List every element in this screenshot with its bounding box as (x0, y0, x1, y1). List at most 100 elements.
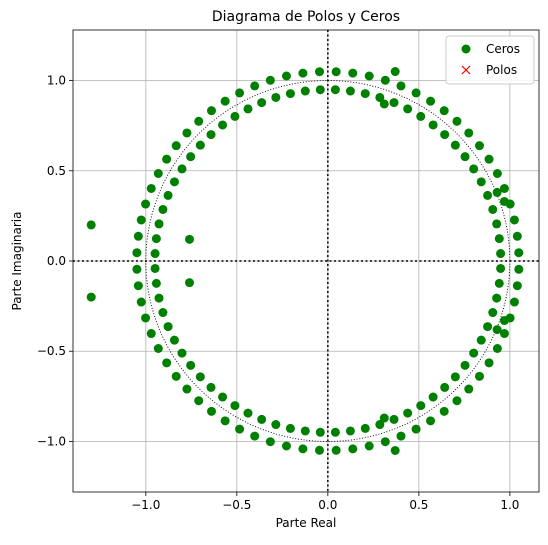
zero-point (469, 164, 479, 174)
zero-point (403, 408, 413, 418)
zero-point (220, 96, 230, 106)
zero-point (476, 335, 486, 345)
zero-point (132, 264, 142, 274)
zero-point (235, 88, 245, 98)
zero-point (243, 408, 253, 418)
zero-point (345, 426, 355, 436)
zero-axis-lines (73, 30, 539, 492)
zero-point (195, 372, 205, 382)
zero-point (512, 281, 522, 291)
zero-point (220, 416, 230, 426)
y-tick-label: 1.0 (47, 74, 66, 88)
zero-point (492, 343, 502, 353)
zero-point (271, 92, 281, 102)
zero-point (133, 281, 143, 291)
zero-point (403, 104, 413, 114)
zero-point (380, 437, 390, 447)
legend-pole-stroke (461, 65, 471, 75)
zero-point (151, 234, 161, 244)
zero-point (509, 297, 519, 307)
zero-point (450, 140, 460, 150)
zero-point (460, 360, 470, 370)
zero-point (141, 199, 151, 209)
zero-point (499, 316, 509, 326)
zero-point (360, 423, 370, 433)
zero-point (281, 441, 291, 451)
zero-point (426, 416, 436, 426)
zero-point (169, 177, 179, 187)
zero-point (315, 85, 325, 95)
zero-point (428, 120, 438, 130)
zero-point (439, 406, 449, 416)
zero-point (345, 86, 355, 96)
unit-circle-group (145, 80, 511, 442)
zero-point (460, 152, 470, 162)
zero-point (136, 297, 146, 307)
zero-point (154, 219, 164, 229)
zero-point (514, 264, 524, 274)
zero-point (230, 111, 240, 121)
zero-point (348, 68, 358, 78)
zero-point (265, 437, 275, 447)
zero-point (162, 154, 172, 164)
zero-point (492, 219, 502, 229)
zero-point (298, 444, 308, 454)
zero-point (396, 81, 406, 91)
zero-point (390, 67, 400, 77)
chart-title: Diagrama de Polos y Ceros (212, 9, 400, 25)
zero-point (483, 322, 493, 332)
x-tick-label: 0.0 (318, 498, 337, 512)
zero-point (484, 358, 494, 368)
zero-point (496, 263, 506, 273)
zero-point (509, 215, 519, 225)
zero-point (194, 396, 204, 406)
zero-point (469, 348, 479, 358)
zero-point (206, 130, 216, 140)
unit-circle (145, 80, 511, 442)
x-tick-label: −0.5 (222, 498, 251, 512)
zero-point (514, 248, 524, 258)
legend-pole-marker (461, 65, 471, 75)
zero-point (474, 141, 484, 151)
zero-point (186, 152, 196, 162)
zero-point (285, 89, 295, 99)
zero-point (185, 234, 194, 244)
zero-point (163, 190, 173, 200)
zero-point (146, 183, 156, 193)
legend-zero-marker (461, 44, 471, 54)
zero-point (375, 420, 385, 430)
zero-point (452, 116, 462, 126)
zero-point (86, 220, 96, 230)
zero-point (151, 278, 161, 288)
zero-point (379, 99, 389, 109)
zero-point (348, 444, 358, 454)
zero-point (496, 249, 506, 259)
zero-point (411, 88, 421, 98)
zero-point (206, 382, 216, 392)
zero-point (153, 343, 163, 353)
zero-point (285, 423, 295, 433)
zero-point (171, 371, 181, 381)
zero-point (185, 278, 194, 288)
zero-point (265, 75, 275, 85)
zero-point (499, 183, 509, 193)
zero-point (428, 392, 438, 402)
zero-point (182, 128, 192, 138)
zero-point (389, 414, 399, 424)
zero-point (141, 313, 151, 323)
zero-point (206, 406, 216, 416)
zero-point (86, 292, 96, 302)
zero-point (169, 335, 179, 345)
zero-point (483, 190, 493, 200)
zero-point (330, 427, 340, 437)
zero-point (298, 68, 308, 78)
zero-point (389, 98, 399, 108)
zero-point (315, 427, 325, 437)
zero-point (230, 401, 240, 411)
zero-point (440, 130, 450, 140)
zero-point (218, 392, 228, 402)
zero-point (257, 98, 267, 108)
zero-point (133, 231, 143, 241)
zero-point (146, 329, 156, 339)
zero-point (476, 177, 486, 187)
